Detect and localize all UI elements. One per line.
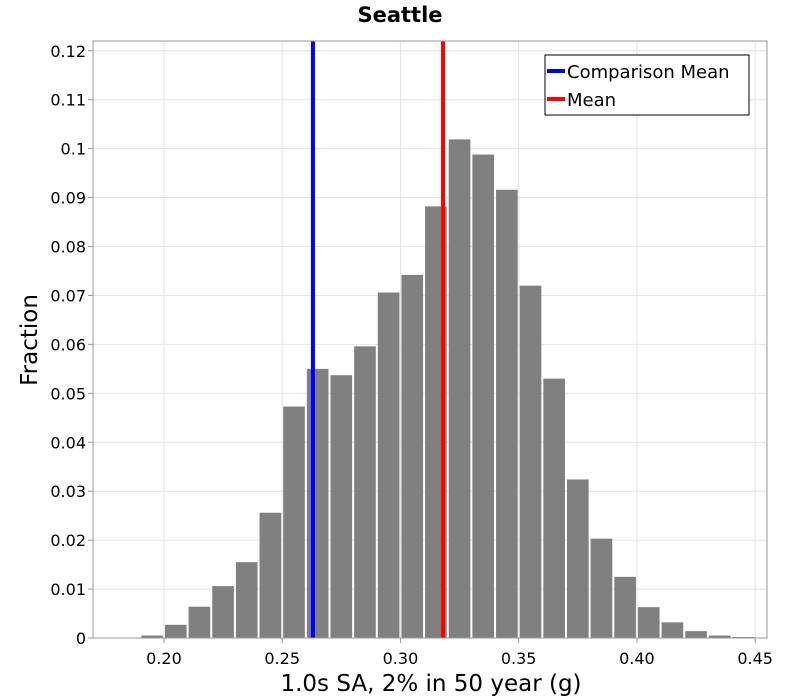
legend-label: Mean xyxy=(567,90,616,111)
y-tick-label: 0.07 xyxy=(50,286,86,305)
histogram-bar xyxy=(472,154,495,638)
histogram-bar xyxy=(637,607,660,638)
x-tick-label: 0.35 xyxy=(501,649,537,668)
histogram-bar xyxy=(212,586,234,638)
y-axis-label: Fraction xyxy=(17,294,43,386)
y-tick-label: 0.04 xyxy=(50,433,86,452)
histogram-bar xyxy=(401,274,424,638)
y-tick-label: 0.03 xyxy=(50,482,86,501)
grid-lines xyxy=(93,41,767,639)
plot-frame xyxy=(92,40,768,639)
x-axis-label: 1.0s SA, 2% in 50 year (g) xyxy=(280,671,581,697)
histogram-bar xyxy=(259,512,282,638)
y-tick-label: 0.05 xyxy=(50,384,86,403)
y-tick-label: 0 xyxy=(76,629,86,648)
y-tick-label: 0.02 xyxy=(50,531,86,550)
histogram-bar xyxy=(448,139,471,638)
mean-lines xyxy=(310,41,446,638)
chart-title: Seattle xyxy=(357,3,442,27)
y-axis-ticks: 0 0.01 0.02 0.03 0.04 0.05 0.06 0.07 0.08 0.09 0.1… xyxy=(50,42,93,648)
x-axis-ticks: 0.20 0.25 0.30 0.35 0.40 0.45 xyxy=(146,638,773,668)
histogram-bar xyxy=(519,285,542,638)
y-tick-label: 0.11 xyxy=(50,91,86,110)
y-tick-label: 0.08 xyxy=(50,238,86,257)
histogram-bar xyxy=(283,406,305,638)
x-tick-label: 0.30 xyxy=(383,649,419,668)
histogram-bar xyxy=(566,479,589,638)
histogram-bar xyxy=(685,631,707,638)
y-tick-label: 0.06 xyxy=(50,335,86,354)
legend-box xyxy=(544,54,750,116)
histogram-bar xyxy=(306,368,329,638)
x-tick-label: 0.45 xyxy=(737,649,773,668)
histogram-bar xyxy=(496,189,518,638)
histogram-bar xyxy=(188,606,211,638)
histogram-bars xyxy=(141,139,755,638)
y-tick-label: 0.01 xyxy=(50,580,86,599)
y-tick-label: 0.09 xyxy=(50,189,86,208)
histogram-bar xyxy=(235,562,258,638)
histogram-bar xyxy=(141,635,163,638)
histogram-bar xyxy=(377,292,400,638)
x-tick-label: 0.40 xyxy=(619,649,655,668)
histogram-bar xyxy=(354,346,376,638)
histogram-bar xyxy=(164,624,187,638)
histogram-bar xyxy=(661,622,684,638)
histogram-bar xyxy=(330,375,353,638)
histogram-bar xyxy=(590,538,613,638)
legend: Comparison Mean Mean xyxy=(544,54,750,116)
histogram-bar xyxy=(708,635,731,638)
y-tick-label: 0.12 xyxy=(50,42,86,61)
legend-label: Comparison Mean xyxy=(567,62,730,83)
y-tick-label: 0.1 xyxy=(61,140,86,159)
x-tick-label: 0.20 xyxy=(146,649,182,668)
histogram-bar xyxy=(543,378,565,638)
x-tick-label: 0.25 xyxy=(264,649,300,668)
histogram-bar xyxy=(614,576,636,638)
